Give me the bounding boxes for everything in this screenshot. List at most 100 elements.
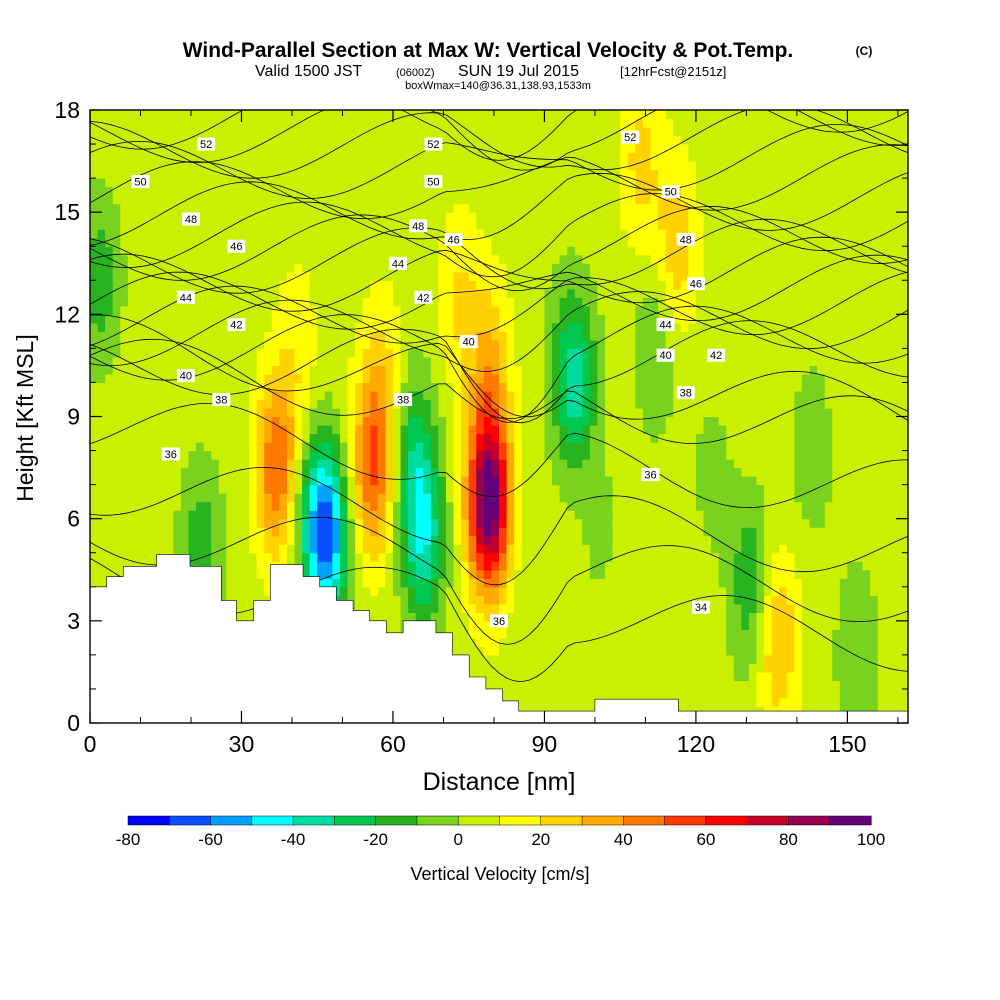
velocity-cell — [355, 527, 364, 537]
velocity-cell — [158, 305, 167, 315]
velocity-cell — [158, 203, 167, 213]
velocity-cell — [605, 654, 614, 664]
velocity-cell — [165, 484, 174, 494]
velocity-cell — [552, 365, 561, 375]
velocity-cell — [302, 527, 311, 537]
velocity-cell — [430, 331, 439, 341]
velocity-cell — [241, 297, 250, 307]
velocity-cell — [105, 195, 114, 205]
velocity-cell — [226, 433, 235, 443]
velocity-cell — [483, 314, 493, 324]
velocity-cell — [423, 544, 432, 554]
velocity-cell — [233, 135, 243, 145]
velocity-cell — [271, 493, 280, 503]
velocity-cell — [506, 399, 515, 409]
velocity-cell — [574, 169, 583, 179]
velocity-cell — [536, 339, 546, 349]
velocity-cell — [196, 203, 205, 213]
velocity-cell — [559, 697, 568, 707]
velocity-cell — [105, 169, 114, 179]
velocity-cell — [392, 569, 402, 579]
velocity-cell — [506, 586, 515, 596]
velocity-cell — [120, 118, 129, 128]
velocity-cell — [97, 169, 106, 179]
velocity-cell — [392, 510, 402, 520]
velocity-cell — [165, 118, 174, 128]
velocity-cell — [196, 127, 205, 137]
velocity-cell — [173, 322, 182, 332]
velocity-cell — [438, 620, 447, 630]
velocity-cell — [120, 467, 129, 477]
velocity-cell — [536, 322, 546, 332]
velocity-cell — [385, 425, 394, 435]
velocity-cell — [241, 195, 250, 205]
velocity-cell — [415, 586, 424, 596]
velocity-cell — [521, 246, 530, 256]
velocity-cell — [347, 518, 356, 528]
velocity-cell — [324, 544, 333, 554]
velocity-cell — [355, 493, 364, 503]
velocity-cell — [430, 459, 439, 469]
velocity-cell — [241, 612, 250, 622]
velocity-cell — [476, 535, 485, 545]
velocity-cell — [362, 365, 371, 375]
velocity-cell — [544, 263, 553, 273]
velocity-cell — [605, 135, 614, 145]
velocity-cell — [605, 663, 614, 673]
velocity-cell — [112, 178, 121, 188]
velocity-cell — [491, 450, 500, 460]
velocity-cell — [165, 263, 174, 273]
velocity-cell — [264, 161, 273, 171]
velocity-cell — [180, 467, 190, 477]
velocity-cell — [536, 195, 546, 205]
velocity-cell — [173, 110, 182, 120]
velocity-cell — [203, 442, 212, 452]
velocity-cell — [90, 212, 99, 222]
velocity-cell — [506, 339, 515, 349]
velocity-cell — [574, 271, 583, 281]
velocity-cell — [567, 237, 576, 247]
velocity-cell — [90, 433, 99, 443]
velocity-cell — [597, 612, 606, 622]
velocity-cell — [453, 382, 462, 392]
velocity-cell — [567, 203, 576, 213]
velocity-cell — [430, 169, 439, 179]
velocity-cell — [430, 510, 439, 520]
velocity-cell — [112, 322, 121, 332]
velocity-cell — [559, 705, 568, 716]
velocity-cell — [241, 544, 250, 554]
velocity-cell — [264, 178, 273, 188]
velocity-cell — [461, 348, 470, 358]
velocity-cell — [105, 544, 114, 554]
velocity-cell — [445, 110, 455, 120]
velocity-cell — [249, 407, 258, 418]
velocity-cell — [377, 305, 386, 315]
velocity-cell — [324, 331, 333, 341]
velocity-cell — [173, 161, 182, 171]
velocity-cell — [392, 365, 402, 375]
velocity-cell — [483, 433, 493, 443]
velocity-cell — [256, 484, 265, 494]
velocity-cell — [415, 561, 424, 571]
velocity-cell — [97, 407, 106, 418]
velocity-cell — [423, 450, 432, 460]
velocity-cell — [135, 493, 144, 503]
velocity-cell — [271, 246, 280, 256]
velocity-cell — [233, 578, 243, 588]
velocity-cell — [408, 416, 417, 426]
velocity-cell — [445, 425, 455, 435]
velocity-cell — [158, 339, 167, 349]
velocity-cell — [445, 459, 455, 469]
velocity-cell — [499, 135, 508, 145]
velocity-cell — [506, 178, 515, 188]
velocity-cell — [347, 578, 356, 588]
velocity-cell — [264, 305, 273, 315]
velocity-cell — [499, 229, 508, 239]
velocity-cell — [499, 144, 508, 154]
velocity-cell — [286, 229, 296, 239]
velocity-cell — [408, 493, 417, 503]
velocity-cell — [499, 186, 508, 196]
velocity-cell — [544, 382, 553, 392]
velocity-cell — [120, 484, 129, 494]
velocity-cell — [377, 493, 386, 503]
